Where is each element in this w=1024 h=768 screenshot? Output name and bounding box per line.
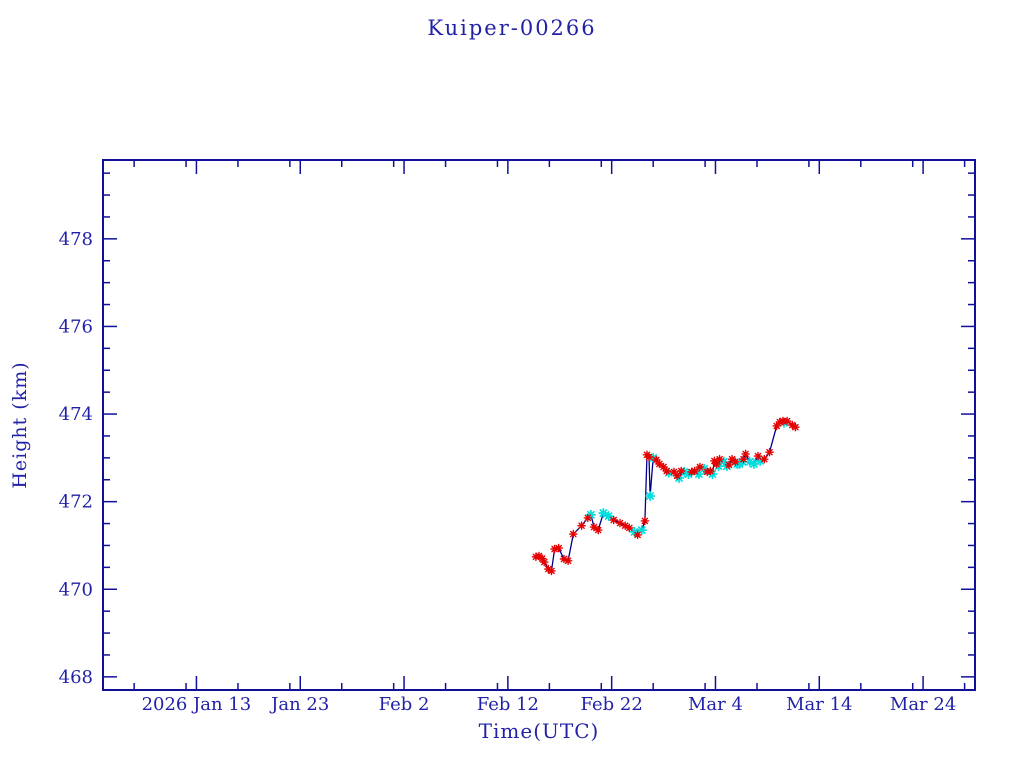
- red-asterisk-marker: [615, 518, 625, 528]
- red-asterisk-marker: [759, 454, 769, 464]
- red-asterisk-marker: [563, 556, 573, 566]
- red-asterisk-marker: [715, 454, 724, 464]
- red-asterisk-marker: [775, 417, 785, 427]
- red-asterisk-marker: [568, 529, 578, 539]
- x-axis-label: Time(UTC): [478, 719, 600, 743]
- cyan-asterisk-marker: [755, 455, 766, 466]
- red-asterisk-marker: [583, 513, 593, 523]
- y-tick-label: 472: [59, 492, 93, 513]
- red-asterisk-marker: [705, 466, 715, 476]
- plot-border: [102, 159, 976, 691]
- cyan-asterisk-marker: [748, 458, 759, 470]
- red-asterisk-marker: [633, 530, 642, 540]
- red-asterisk-marker: [644, 452, 654, 462]
- red-asterisk-marker: [593, 525, 603, 535]
- x-tick-label: Feb 22: [581, 694, 643, 715]
- red-asterisk-marker: [550, 544, 559, 554]
- red-asterisk-marker: [624, 523, 634, 533]
- cyan-asterisk-marker: [707, 469, 718, 480]
- red-asterisk-marker: [710, 456, 719, 466]
- red-asterisk-marker: [543, 564, 553, 574]
- y-tick-label: 470: [59, 579, 93, 600]
- red-asterisk-marker: [577, 521, 586, 531]
- y-tick-label: 476: [59, 316, 93, 337]
- red-asterisk-marker: [609, 515, 619, 525]
- cyan-asterisk-marker: [645, 490, 656, 502]
- cyan-asterisk-marker: [648, 452, 659, 463]
- cyan-asterisk-marker: [737, 456, 748, 467]
- red-asterisk-marker: [537, 554, 547, 563]
- red-asterisk-marker: [676, 466, 686, 476]
- red-asterisk-marker: [640, 516, 650, 526]
- cyan-asterisk-marker: [679, 466, 690, 477]
- red-asterisk-marker: [672, 471, 682, 481]
- red-asterisk-marker: [791, 422, 800, 432]
- red-asterisk-marker: [554, 543, 564, 553]
- cyan-asterisk-marker: [718, 456, 729, 467]
- x-tick-label: Mar 4: [688, 694, 743, 715]
- red-asterisk-marker: [782, 416, 792, 426]
- red-asterisk-marker: [702, 467, 712, 477]
- x-tick-label: Feb 2: [379, 694, 430, 715]
- red-asterisk-marker: [589, 522, 599, 532]
- red-asterisk-marker: [620, 521, 630, 531]
- red-asterisk-marker: [772, 421, 782, 431]
- red-asterisk-marker: [739, 454, 748, 464]
- chart-title: Kuiper-00266: [427, 16, 597, 40]
- red-asterisk-marker: [662, 466, 672, 476]
- x-tick-label: Jan 23: [269, 694, 329, 715]
- cyan-asterisk-marker: [693, 469, 704, 480]
- data-line: [535, 420, 796, 572]
- red-asterisk-marker: [695, 462, 705, 472]
- y-tick-label: 468: [59, 667, 93, 688]
- red-asterisk-marker: [547, 566, 556, 576]
- red-asterisk-marker: [539, 557, 549, 567]
- red-asterisk-marker: [651, 455, 661, 465]
- x-tick-label: 2026 Jan 13: [142, 694, 252, 715]
- x-tick-label: Mar 14: [786, 694, 852, 715]
- red-asterisk-marker: [741, 449, 750, 459]
- y-tick-label: 474: [59, 404, 93, 425]
- red-asterisk-marker: [659, 462, 668, 472]
- red-asterisk-marker: [690, 466, 700, 476]
- x-tick-label: Feb 12: [477, 694, 539, 715]
- red-asterisk-marker: [687, 467, 696, 477]
- red-asterisk-marker: [669, 467, 679, 477]
- red-asterisk-marker: [724, 460, 734, 470]
- cyan-asterisk-marker: [699, 463, 710, 474]
- cyan-asterisk-marker: [636, 525, 647, 536]
- red-asterisk-marker: [765, 447, 774, 457]
- red-asterisk-marker: [655, 459, 664, 469]
- red-asterisk-marker: [712, 459, 721, 469]
- red-asterisk-marker: [531, 552, 541, 562]
- cyan-asterisk-marker: [585, 509, 596, 520]
- red-asterisk-marker: [753, 451, 763, 461]
- cyan-asterisk-marker: [598, 507, 609, 519]
- cyan-asterisk-marker: [744, 456, 755, 467]
- red-asterisk-marker: [559, 554, 569, 564]
- cyan-asterisk-marker: [603, 511, 614, 522]
- y-tick-label: 478: [59, 229, 93, 250]
- red-asterisk-marker: [730, 457, 740, 467]
- x-tick-label: Mar 24: [890, 694, 956, 715]
